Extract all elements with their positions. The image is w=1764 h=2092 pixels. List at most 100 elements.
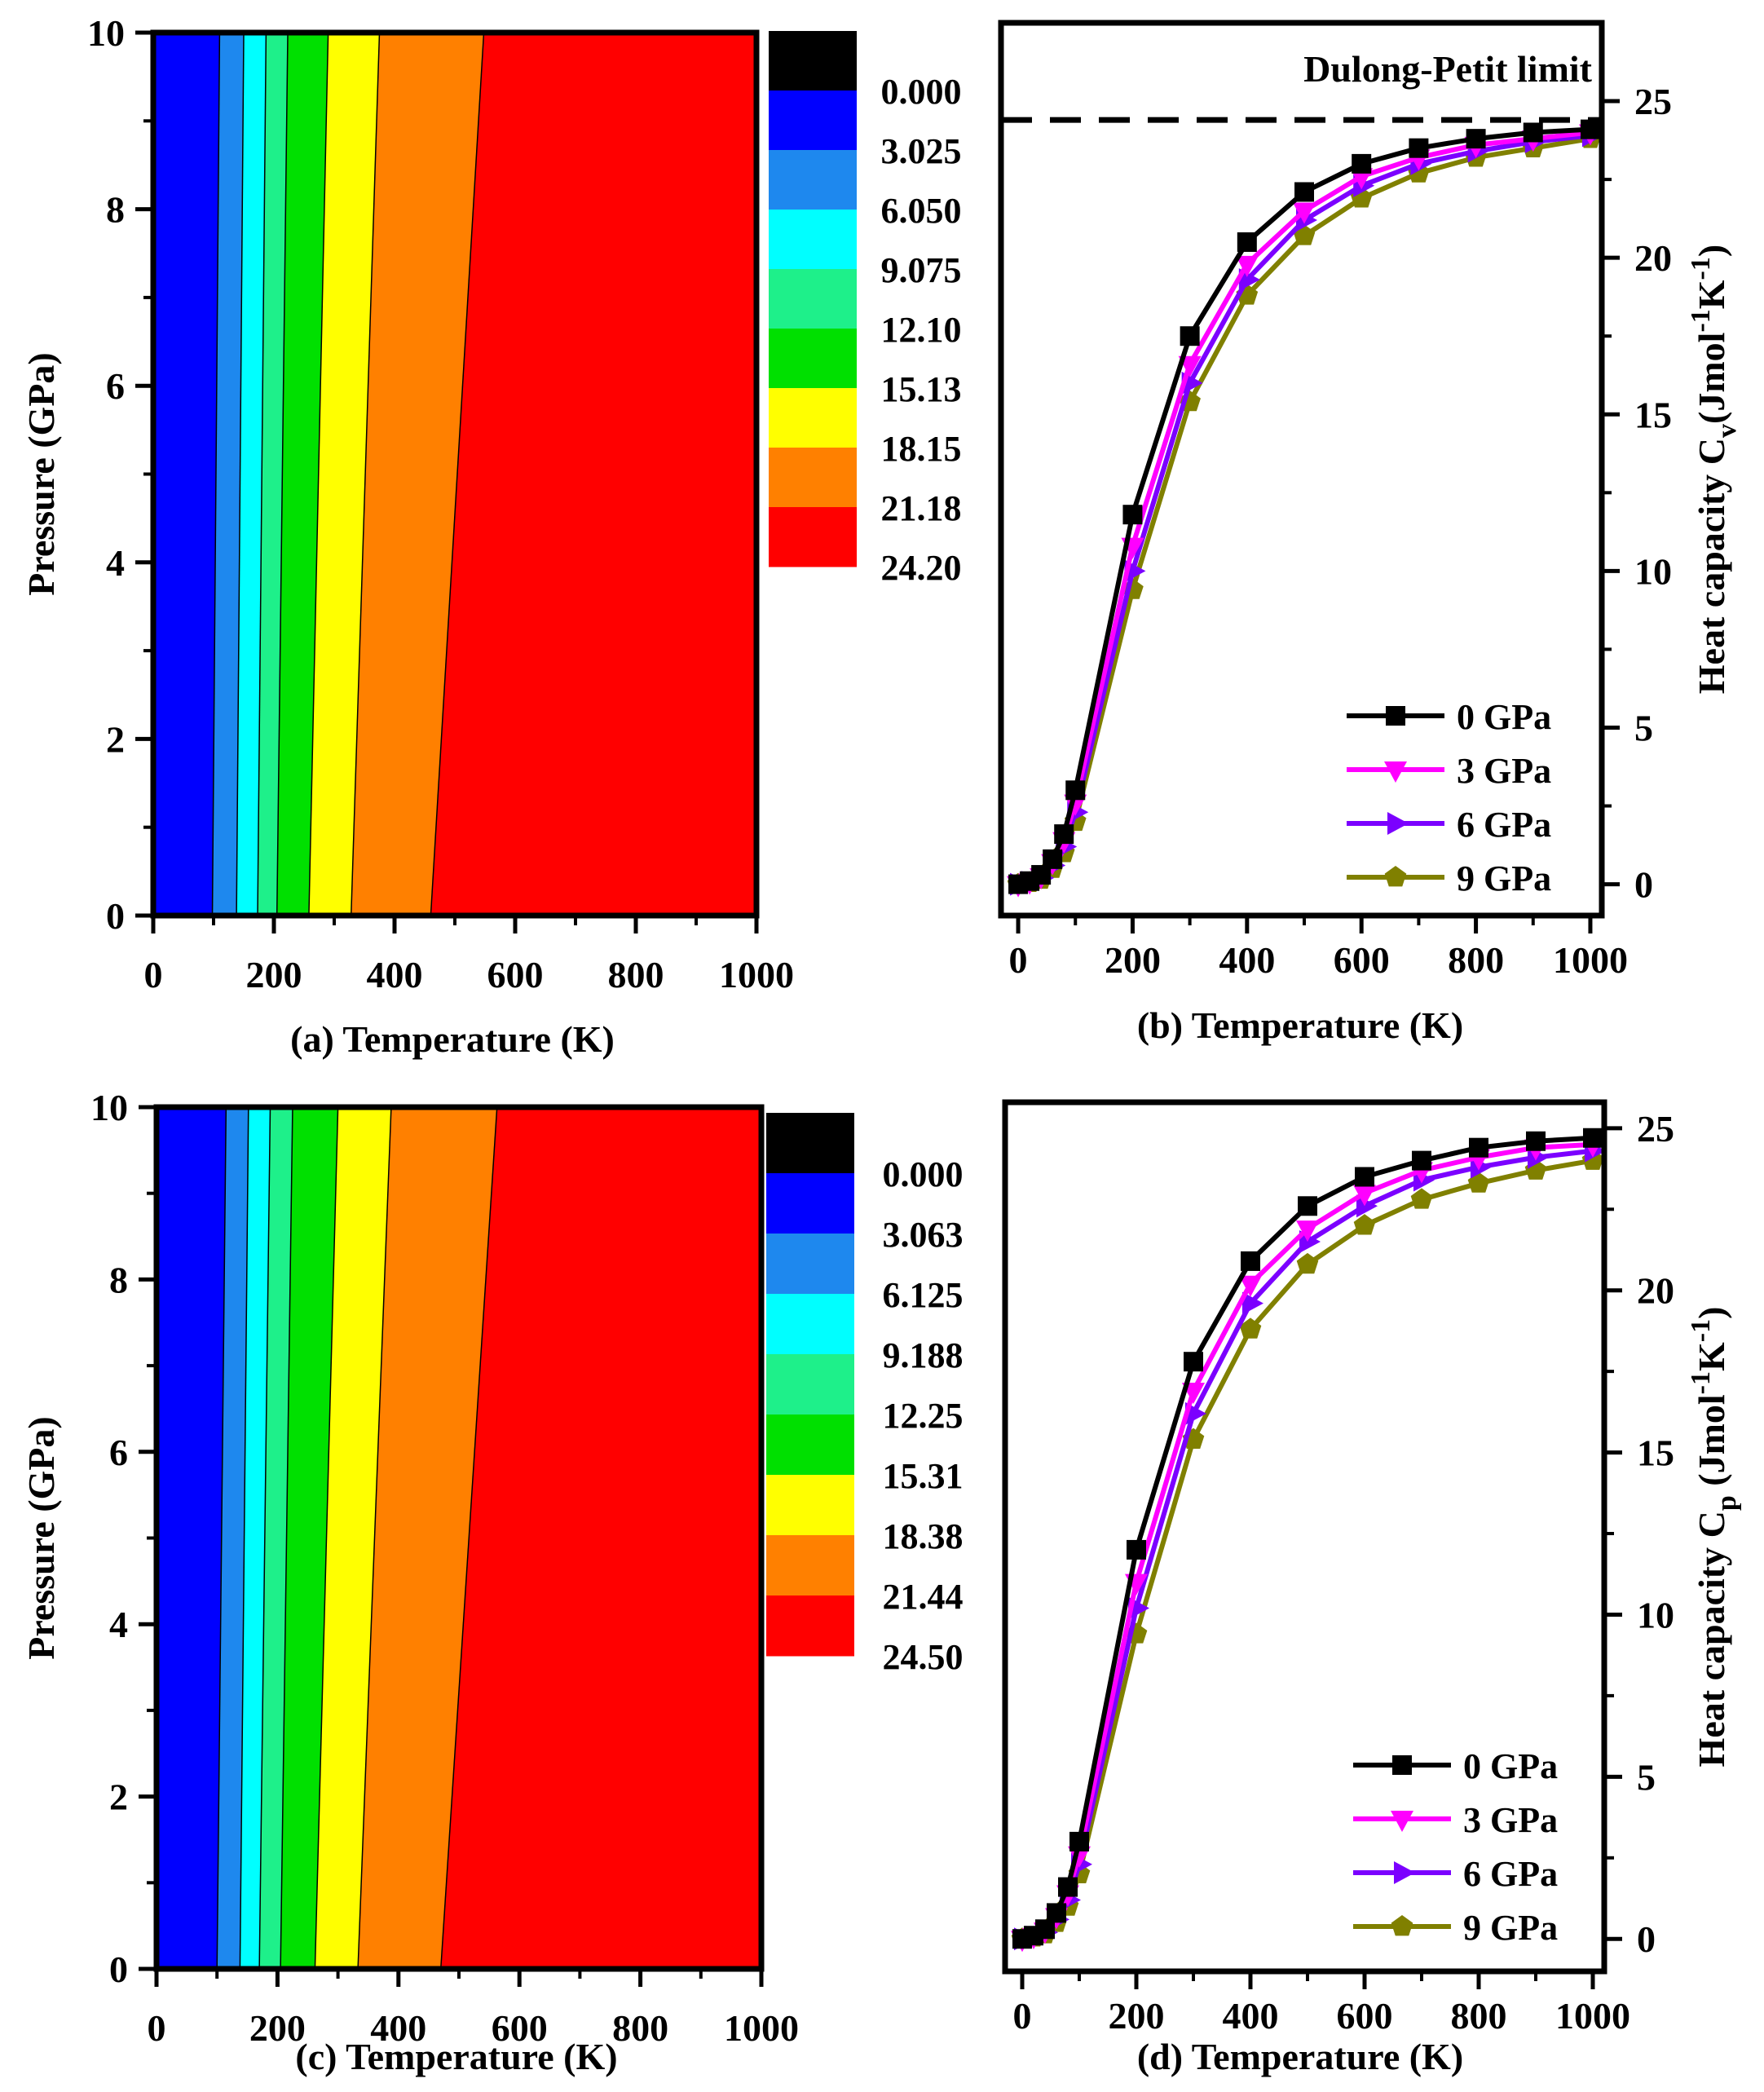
plot-frame [998, 20, 1605, 919]
heatmap-region-7 [351, 33, 484, 916]
marker-triangle-down [1293, 202, 1316, 224]
y-axis-label-part: K [1691, 1342, 1732, 1371]
heatmap-region-3 [240, 1107, 271, 1969]
colorbar-swatch [769, 31, 857, 91]
colorbar-label: 15.13 [881, 369, 962, 409]
y-tick-label: 2 [106, 718, 125, 760]
y-tick-label: 0 [1637, 1918, 1656, 1960]
contour-line [430, 32, 485, 916]
colorbar-label: 6.050 [881, 191, 962, 231]
colorbar-label: 0.000 [883, 1154, 964, 1194]
x-tick-label: 1000 [719, 954, 794, 995]
legend-entry: 9 GPa [1353, 1908, 1558, 1948]
y-axis-label-part: -1 [1686, 257, 1716, 280]
y-tick-label: 4 [106, 542, 125, 584]
contour-line [308, 32, 329, 916]
heatmap-region-7 [358, 1107, 497, 1969]
legend-label: 3 GPa [1463, 1800, 1558, 1840]
legend-entry: 3 GPa [1353, 1800, 1558, 1840]
marker-square [1069, 1831, 1089, 1851]
colorbar-label: 9.188 [883, 1335, 964, 1375]
marker-square [1047, 1903, 1066, 1923]
contour-line [239, 1106, 249, 1970]
x-tick-label: 1000 [1555, 1995, 1630, 2037]
x-tick-label: 800 [608, 954, 664, 995]
colorbar-swatch [769, 150, 857, 210]
heatmap-region-4 [258, 33, 289, 916]
colorbar-swatch [769, 448, 857, 508]
x-tick-label: 1000 [1553, 939, 1628, 981]
marker-square [1237, 232, 1257, 252]
contour-line [276, 32, 289, 916]
marker-square [1184, 1352, 1203, 1372]
y-axis-label-part: -1 [1686, 1319, 1716, 1342]
colorbar-swatch [766, 1535, 854, 1596]
marker-square [1043, 849, 1063, 869]
marker-square [1065, 780, 1086, 801]
y-tick-label: 6 [109, 1432, 128, 1473]
marker-square [1294, 182, 1315, 202]
y-tick-label: 8 [106, 189, 125, 231]
marker-triangle-down [1391, 1811, 1413, 1832]
heatmap-region-5 [276, 33, 329, 916]
heatmap-region-1 [157, 1107, 227, 1969]
contour-line [216, 1106, 227, 1970]
y-tick-label: 0 [106, 895, 125, 937]
y-tick-label: 6 [106, 365, 125, 407]
x-tick-label: 200 [1105, 939, 1161, 981]
marker-square [1583, 1128, 1603, 1148]
x-tick-label: 800 [612, 2007, 668, 2049]
x-tick-label: 600 [492, 2007, 548, 2049]
y-axis-label-part: Heat capacity C [1691, 438, 1732, 694]
marker-square [1580, 119, 1600, 139]
legend-label: 9 GPa [1457, 858, 1551, 898]
x-tick-label: 0 [144, 954, 163, 995]
dulong-petit-annotation: Dulong-Petit limit [1303, 48, 1593, 90]
y-tick-label: 10 [87, 12, 125, 54]
y-tick-label: 0 [1634, 864, 1653, 906]
series-0-gpa [1012, 1128, 1603, 1949]
marker-square [1054, 824, 1074, 845]
legend-entry: 0 GPa [1347, 697, 1551, 737]
marker-square [1355, 1167, 1374, 1187]
y-axis-label-part: ) [1691, 245, 1732, 257]
colorbar-label: 6.125 [883, 1275, 964, 1315]
marker-triangle-down [1235, 255, 1259, 277]
y-axis-label-part: p [1712, 1495, 1742, 1511]
x-tick-label: 600 [487, 954, 544, 995]
x-tick-label: 400 [1223, 1995, 1279, 2037]
colorbar-label: 24.50 [883, 1637, 964, 1677]
x-tick-label: 400 [370, 2007, 426, 2049]
colorbar-swatch [766, 1294, 854, 1355]
marker-triangle-down [1239, 1275, 1262, 1297]
y-axis-label-part: Heat capacity C [1691, 1511, 1732, 1767]
marker-triangle-right [1387, 812, 1409, 835]
x-tick-label: 800 [1451, 1995, 1507, 2037]
colorbar-swatch [769, 90, 857, 151]
legend-label: 6 GPa [1457, 805, 1551, 845]
y-tick-label: 10 [90, 1087, 128, 1128]
heatmap-region-6 [308, 33, 380, 916]
legend-label: 0 GPa [1457, 697, 1551, 737]
colorbar-label: 18.15 [881, 429, 962, 469]
colorbar-swatch [769, 388, 857, 448]
heatmap-region-2 [217, 1107, 249, 1969]
marker-square [1469, 1137, 1488, 1158]
marker-pentagon [1391, 1915, 1413, 1936]
colorbar-label: 21.44 [883, 1577, 964, 1617]
y-axis-label-part: (Jmol [1691, 333, 1732, 424]
y-tick-label: 5 [1637, 1756, 1656, 1798]
marker-square [1298, 1196, 1317, 1216]
marker-square [1058, 1877, 1078, 1897]
heatmap-region-6 [315, 1107, 391, 1969]
marker-pentagon [1384, 866, 1407, 887]
colorbar-label: 12.10 [881, 310, 962, 350]
heatmap-panel-c: 0 200 400 600 800 1000 0 2 4 6 8 10 Pressure (GPa) (c… [20, 1087, 964, 2077]
x-axis-caption: (c) Temperature (K) [295, 2036, 617, 2077]
contour-line [314, 1106, 339, 1970]
y-axis-label-part: K [1691, 280, 1732, 309]
legend-label: 3 GPa [1457, 751, 1551, 791]
legend-entry: 3 GPa [1347, 751, 1551, 791]
marker-square [1392, 1755, 1412, 1775]
